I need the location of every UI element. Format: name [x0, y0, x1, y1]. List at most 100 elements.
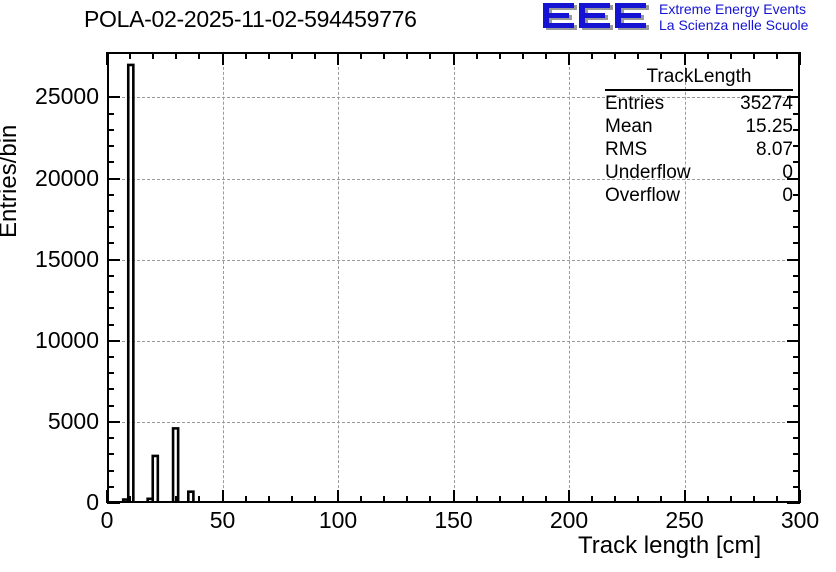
x-tick-major — [799, 490, 801, 503]
x-tick-minor — [429, 496, 432, 503]
stats-divider — [605, 89, 793, 91]
y-tick-minor-right — [793, 128, 800, 131]
stats-row: Mean 15.25 — [601, 115, 797, 138]
y-tick-minor-right — [793, 453, 800, 456]
x-tick-minor — [175, 496, 178, 503]
grid-line-horizontal — [107, 259, 800, 261]
x-tick-minor — [498, 496, 501, 503]
grid-line-horizontal — [107, 178, 800, 180]
y-tick-minor — [107, 242, 114, 245]
x-tick-minor — [290, 496, 293, 503]
y-tick-minor-right — [793, 404, 800, 407]
y-tick-major-right — [787, 258, 800, 261]
grid-line-vertical — [569, 52, 570, 503]
stats-value: 15.25 — [745, 116, 793, 137]
y-tick-minor — [107, 161, 114, 164]
x-tick-minor — [775, 496, 778, 503]
x-tick-minor-top — [360, 52, 363, 59]
x-tick-minor-top — [544, 52, 547, 59]
y-tick-label: 15000 — [35, 245, 99, 272]
y-tick-minor — [107, 193, 114, 196]
x-tick-minor — [752, 496, 755, 503]
stats-row: RMS 8.07 — [601, 138, 797, 161]
x-tick-minor-top — [660, 52, 663, 59]
x-tick-minor — [544, 496, 547, 503]
y-tick-minor — [107, 145, 114, 148]
y-tick-minor — [107, 291, 114, 294]
x-tick-minor — [267, 496, 270, 503]
x-tick-minor — [360, 496, 363, 503]
eee-logo-line2: La Scienza nelle Scuole — [659, 16, 809, 33]
x-tick-minor-top — [591, 52, 594, 59]
y-tick-minor-right — [793, 193, 800, 196]
y-tick-minor — [107, 307, 114, 310]
grid-line-vertical — [684, 52, 686, 503]
y-tick-minor — [107, 226, 114, 229]
y-tick-minor — [107, 469, 114, 472]
x-tick-minor — [637, 496, 640, 503]
x-tick-major — [337, 490, 339, 503]
plot-area — [107, 52, 800, 503]
y-tick-major — [107, 258, 120, 261]
x-tick-minor-top — [313, 52, 316, 59]
x-tick-label: 100 — [318, 507, 358, 533]
x-tick-major — [452, 490, 455, 503]
x-tick-minor — [706, 496, 709, 503]
grid-line-vertical — [453, 52, 455, 503]
y-tick-major-right — [787, 96, 800, 99]
stats-row: Underflow 0 — [601, 161, 797, 184]
stats-title: TrackLength — [646, 66, 752, 87]
y-tick-major-right — [787, 502, 800, 504]
y-tick-minor-right — [793, 355, 800, 358]
y-tick-major-right — [787, 339, 800, 342]
y-tick-label: 5000 — [47, 407, 99, 434]
x-tick-major-top — [221, 52, 224, 65]
stats-value: 0 — [782, 185, 793, 206]
grid-line-horizontal — [107, 421, 800, 423]
y-tick-major-right — [787, 420, 800, 423]
x-tick-major-top — [337, 52, 339, 65]
y-tick-minor-right — [793, 307, 800, 310]
x-tick-minor — [729, 496, 732, 503]
y-tick-minor-right — [793, 145, 800, 148]
y-tick-minor-right — [793, 112, 800, 115]
stats-box: TrackLength Entries 35274 Mean 15.25 RMS 8.07… — [601, 66, 797, 207]
stats-row: Overflow 0 — [601, 184, 797, 207]
x-tick-minor — [660, 496, 663, 503]
plot-title: POLA-02-2025-11-02-594459776 — [84, 6, 417, 32]
x-tick-minor-top — [290, 52, 293, 59]
y-tick-major — [107, 339, 120, 342]
y-tick-minor — [107, 112, 114, 115]
x-tick-minor-top — [752, 52, 755, 59]
x-tick-minor — [244, 496, 247, 503]
x-tick-minor-top — [729, 52, 732, 59]
grid-line-vertical — [338, 52, 339, 503]
x-tick-minor-top — [475, 52, 478, 59]
y-tick-minor — [107, 355, 114, 358]
y-tick-minor-right — [793, 209, 800, 212]
x-tick-major — [683, 490, 686, 503]
y-tick-minor — [107, 372, 114, 375]
grid-line-horizontal — [107, 97, 800, 99]
y-tick-minor-right — [793, 485, 800, 488]
x-tick-minor — [129, 496, 132, 503]
x-tick-minor-top — [614, 52, 617, 59]
x-tick-minor-top — [129, 52, 132, 59]
x-tick-label: 250 — [665, 507, 704, 533]
eee-logo-line1: Extreme Energy Events — [659, 1, 807, 17]
y-tick-label: 25000 — [35, 83, 99, 110]
x-tick-major — [106, 490, 108, 503]
y-tick-minor-right — [793, 388, 800, 391]
stats-value: 8.07 — [756, 139, 793, 160]
x-tick-major-top — [106, 52, 108, 65]
histogram-curve — [121, 63, 195, 503]
x-tick-label: 50 — [209, 507, 236, 533]
y-tick-minor-right — [793, 226, 800, 229]
stats-rows: Entries 35274 Mean 15.25 RMS 8.07 Underflow 0 Ov… — [601, 92, 797, 207]
x-tick-label: 200 — [549, 507, 589, 533]
x-tick-minor-top — [383, 52, 386, 59]
x-tick-label: 0 — [100, 507, 114, 533]
y-tick-minor-right — [793, 161, 800, 164]
x-tick-minor-top — [498, 52, 501, 59]
